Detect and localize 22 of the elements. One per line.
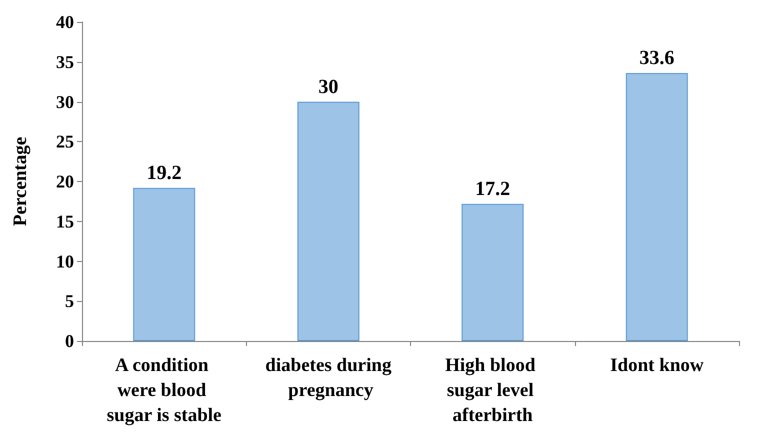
bar [297,102,360,341]
x-tick-label: High blood sugar level afterbirth [445,355,540,426]
y-tick-label: 35 [56,52,74,72]
y-tick-label: 15 [56,211,74,232]
bar [462,204,524,341]
x-tick-label: Idont know [610,355,704,376]
data-label: 17.2 [475,178,510,200]
y-tick-label: 10 [56,251,74,272]
y-tick-label: 40 [56,12,74,32]
y-axis-title: Percentage [10,136,31,226]
y-tick-label: 20 [56,172,74,192]
y-tick-label: 5 [65,291,74,312]
x-tick-label: A condition were blood sugar is stable [106,355,222,426]
y-tick-label: 0 [65,331,74,351]
data-label: 30 [318,76,338,98]
y-tick-label: 25 [56,132,74,152]
data-label: 19.2 [146,162,182,184]
y-tick-label: 30 [56,92,74,112]
bar [133,188,196,341]
data-label: 33.6 [639,47,674,70]
x-tick-label: diabetes during pregnancy [265,355,392,401]
bar [626,73,688,341]
